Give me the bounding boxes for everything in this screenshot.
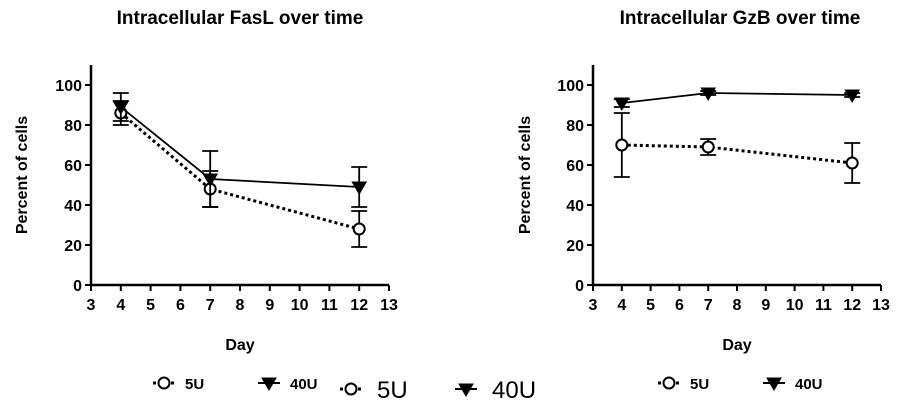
chart-title: Intracellular FasL over time bbox=[117, 8, 364, 29]
x-tick-label: 10 bbox=[291, 297, 309, 314]
series-40U bbox=[112, 92, 368, 208]
legend-marker bbox=[261, 377, 277, 391]
y-tick-label: 20 bbox=[566, 238, 584, 255]
legend-center: 5U 40U bbox=[340, 377, 536, 404]
legend-text: 5U bbox=[377, 377, 408, 404]
x-tick-label: 7 bbox=[704, 297, 713, 314]
data-point bbox=[615, 138, 629, 152]
y-axis-label: Percent of cells bbox=[14, 116, 31, 234]
legend-text: 40U bbox=[290, 376, 318, 393]
x-axis-label: Day bbox=[225, 337, 254, 354]
y-tick-label: 40 bbox=[64, 198, 82, 215]
legend-text: 40U bbox=[795, 376, 823, 393]
data-point bbox=[352, 222, 366, 236]
data-point bbox=[202, 173, 219, 187]
x-tick-label: 13 bbox=[872, 297, 890, 314]
legend-text: 5U bbox=[185, 376, 204, 393]
data-point bbox=[112, 101, 129, 115]
x-tick-label: 3 bbox=[589, 297, 598, 314]
legend-marker bbox=[662, 376, 676, 390]
x-tick-label: 6 bbox=[675, 297, 684, 314]
series-line bbox=[120, 106, 360, 188]
y-axis-label: Percent of cells bbox=[517, 116, 534, 234]
legend-marker bbox=[344, 382, 358, 396]
data-point bbox=[844, 89, 861, 103]
legend-chart-1: 5U 40U bbox=[153, 376, 318, 393]
x-tick-label: 11 bbox=[321, 297, 338, 314]
series-line bbox=[621, 92, 853, 104]
data-point bbox=[700, 87, 717, 101]
chart-title: Intracellular GzB over time bbox=[620, 8, 861, 29]
legend-text: 40U bbox=[492, 377, 536, 404]
y-tick-label: 80 bbox=[566, 118, 584, 135]
x-tick-label: 3 bbox=[87, 297, 96, 314]
series-40U bbox=[613, 87, 861, 111]
x-tick-label: 5 bbox=[646, 297, 655, 314]
x-tick-label: 9 bbox=[265, 297, 274, 314]
x-tick-label: 13 bbox=[380, 297, 398, 314]
x-tick-label: 8 bbox=[733, 297, 742, 314]
chart-1: Intracellular FasL over time 0 20 40 60 80 100… bbox=[14, 8, 398, 354]
series-5U bbox=[613, 112, 861, 184]
x-tick-label: 8 bbox=[236, 297, 245, 314]
x-tick-label: 4 bbox=[617, 297, 626, 314]
y-tick-label: 60 bbox=[64, 158, 82, 175]
y-tick-label: 100 bbox=[557, 78, 584, 95]
x-tick-label: 9 bbox=[761, 297, 770, 314]
x-tick-label: 6 bbox=[176, 297, 185, 314]
x-tick-label: 12 bbox=[843, 297, 861, 314]
y-tick-label: 0 bbox=[73, 278, 82, 295]
y-tick-label: 20 bbox=[64, 238, 82, 255]
legend-marker bbox=[458, 383, 474, 397]
series-5U bbox=[112, 100, 368, 248]
y-tick-label: 60 bbox=[566, 158, 584, 175]
data-point bbox=[351, 181, 368, 195]
x-tick-label: 11 bbox=[815, 297, 832, 314]
x-axis-label: Day bbox=[722, 337, 751, 354]
legend-marker bbox=[157, 376, 171, 390]
data-point bbox=[845, 156, 859, 170]
x-tick-label: 4 bbox=[116, 297, 125, 314]
legend-marker bbox=[766, 377, 782, 391]
y-tick-label: 0 bbox=[575, 278, 584, 295]
chart-2: Intracellular GzB over time 0 20 40 60 80 100 3… bbox=[517, 8, 890, 354]
legend-chart-2: 5U 40U bbox=[658, 376, 823, 393]
x-tick-label: 5 bbox=[146, 297, 155, 314]
data-point bbox=[613, 97, 630, 111]
series-line bbox=[621, 143, 853, 165]
y-tick-label: 40 bbox=[566, 198, 584, 215]
legend-text: 5U bbox=[690, 376, 709, 393]
x-tick-label: 10 bbox=[786, 297, 804, 314]
y-tick-label: 100 bbox=[55, 78, 82, 95]
series-line bbox=[119, 111, 360, 231]
x-tick-label: 7 bbox=[206, 297, 215, 314]
x-tick-label: 12 bbox=[350, 297, 368, 314]
data-point bbox=[701, 140, 715, 154]
y-tick-label: 80 bbox=[64, 118, 82, 135]
